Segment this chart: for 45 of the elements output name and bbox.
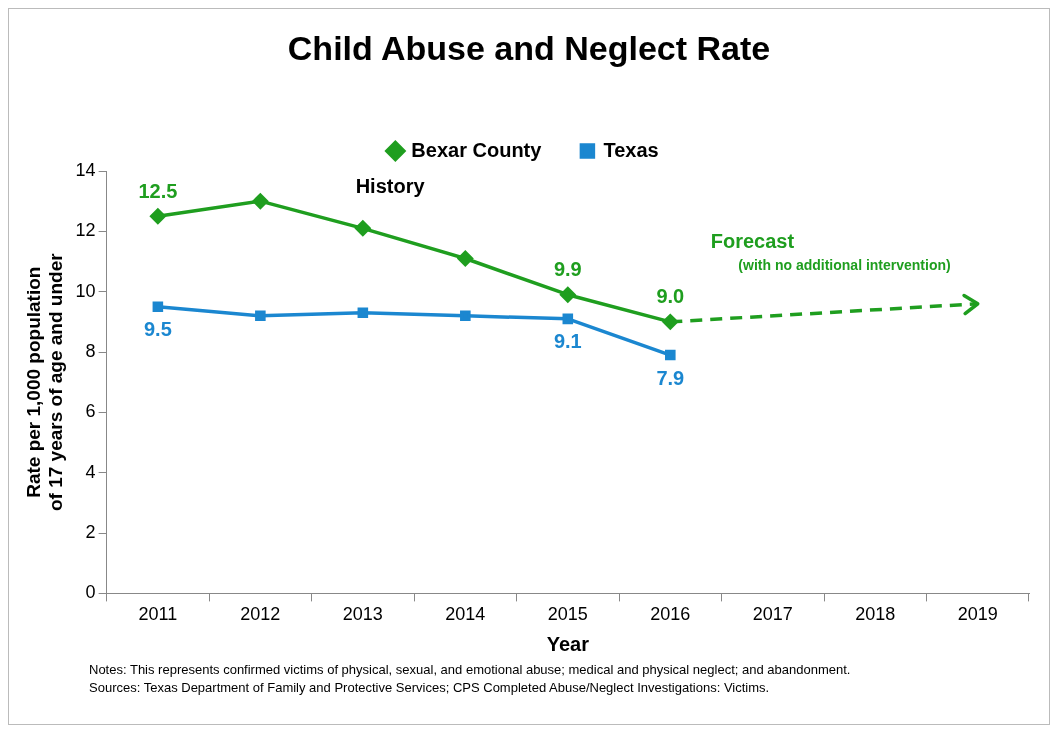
data-label: 7.9	[656, 366, 685, 389]
y-tick-label: 12	[75, 220, 96, 241]
data-label: 9.9	[553, 258, 582, 281]
y-tick-label: 8	[85, 341, 96, 361]
x-tick-label: 2012	[240, 604, 281, 625]
point	[252, 193, 269, 209]
x-tick-label: 2011	[138, 604, 178, 625]
y-tick-label: 0	[85, 582, 96, 603]
text: Notes: This represents confirmed victims of physical, sexual, and emotional abuse; medical and physical neglect; and abandonment.	[89, 661, 851, 679]
x-tick-label: 2013	[342, 604, 383, 625]
point	[560, 286, 576, 303]
point	[562, 313, 574, 325]
y-tick-label: 10	[75, 280, 96, 301]
x-tick-label: 2017	[752, 604, 793, 625]
point	[457, 250, 474, 267]
point	[255, 310, 266, 322]
annotation: History	[355, 175, 426, 198]
source-note: Sources: Texas Department of Family and Protective Services; CPS Completed Abuse/Neglect Investigations: Victims.	[89, 679, 771, 697]
y-tick-label: 14	[75, 159, 96, 180]
point	[357, 307, 369, 319]
annotation: (with no additional intervention)	[738, 256, 951, 273]
chart-title: Child Abuse and Neglect Rate	[286, 29, 772, 68]
y-axis-title: Rate per 1,000 population of 17 years of age and under	[22, 252, 67, 512]
x-tick-label: 2014	[445, 604, 486, 625]
annotation: Forecast	[710, 230, 795, 253]
data-label: 9.1	[553, 330, 582, 353]
y-tick-label: 2	[85, 522, 96, 543]
legend-label: Bexar County	[411, 138, 543, 161]
x-axis-title: Year	[546, 632, 590, 655]
x-tick-label: 2016	[650, 604, 691, 625]
y-tick-label: 6	[85, 401, 96, 422]
point	[150, 208, 166, 225]
point	[460, 310, 471, 322]
x-tick-label: 2018	[855, 604, 896, 625]
x-tick-label: 2019	[957, 604, 998, 625]
point	[665, 349, 676, 361]
x-tick-label: 2015	[547, 604, 588, 625]
point	[355, 220, 371, 237]
point	[662, 314, 679, 330]
y-tick-label: 4	[85, 461, 96, 482]
data-label: 9.5	[143, 318, 172, 341]
point	[152, 301, 164, 313]
legend-label: Texas	[603, 138, 659, 161]
data-label: 9.0	[656, 285, 685, 308]
data-label: 12.5	[138, 179, 178, 202]
